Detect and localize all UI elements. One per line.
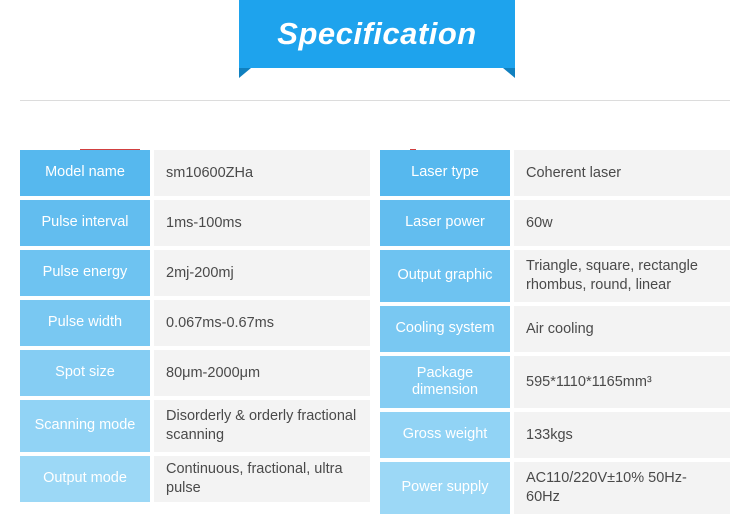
- spec-label: Laser type: [380, 150, 510, 196]
- spec-value: sm10600ZHa: [154, 150, 370, 196]
- table-row: Power supply AC110/220V±10% 50Hz-60Hz: [380, 462, 730, 514]
- spec-table-left: Model name sm10600ZHa Pulse interval 1ms…: [20, 150, 370, 514]
- spec-value: Air cooling: [514, 306, 730, 352]
- spec-value: Triangle, square, rectangle rhombus, rou…: [514, 250, 730, 302]
- spec-label: Output graphic: [380, 250, 510, 302]
- spec-label: Output mode: [20, 456, 150, 502]
- spec-label: Power supply: [380, 462, 510, 514]
- spec-label: Package dimension: [380, 356, 510, 408]
- spec-value: 2mj-200mj: [154, 250, 370, 296]
- table-row: Spot size 80μm-2000μm: [20, 350, 370, 396]
- table-row: Pulse energy 2mj-200mj: [20, 250, 370, 296]
- spec-label: Laser power: [380, 200, 510, 246]
- spec-tables: Model name sm10600ZHa Pulse interval 1ms…: [20, 150, 730, 514]
- spec-value: 80μm-2000μm: [154, 350, 370, 396]
- table-row: Laser power 60w: [380, 200, 730, 246]
- table-row: Scanning mode Disorderly & orderly fract…: [20, 400, 370, 452]
- table-row: Pulse interval 1ms-100ms: [20, 200, 370, 246]
- spec-label: Gross weight: [380, 412, 510, 458]
- spec-value: Coherent laser: [514, 150, 730, 196]
- spec-value: Disorderly & orderly fractional scanning: [154, 400, 370, 452]
- table-row: Pulse width 0.067ms-0.67ms: [20, 300, 370, 346]
- spec-value: 595*1110*1165mm³: [514, 356, 730, 408]
- table-row: Cooling system Air cooling: [380, 306, 730, 352]
- table-row: Package dimension 595*1110*1165mm³: [380, 356, 730, 408]
- table-row: Output mode Continuous, fractional, ultr…: [20, 456, 370, 502]
- spec-value: 1ms-100ms: [154, 200, 370, 246]
- spec-label: Cooling system: [380, 306, 510, 352]
- spec-value: AC110/220V±10% 50Hz-60Hz: [514, 462, 730, 514]
- spec-value: 0.067ms-0.67ms: [154, 300, 370, 346]
- table-row: Output graphic Triangle, square, rectang…: [380, 250, 730, 302]
- table-row: Model name sm10600ZHa: [20, 150, 370, 196]
- spec-label: Pulse energy: [20, 250, 150, 296]
- title-text: Specification: [277, 16, 476, 52]
- spec-label: Pulse interval: [20, 200, 150, 246]
- spec-value: Continuous, fractional, ultra pulse: [154, 456, 370, 502]
- spec-label: Model name: [20, 150, 150, 196]
- title-tab: Specification: [239, 0, 515, 68]
- spec-label: Spot size: [20, 350, 150, 396]
- table-row: Laser type Coherent laser: [380, 150, 730, 196]
- table-row: Gross weight 133kgs: [380, 412, 730, 458]
- spec-label: Pulse width: [20, 300, 150, 346]
- spec-table-right: Laser type Coherent laser Laser power 60…: [380, 150, 730, 514]
- spec-label: Scanning mode: [20, 400, 150, 452]
- divider-line: [20, 100, 730, 101]
- spec-value: 60w: [514, 200, 730, 246]
- spec-value: 133kgs: [514, 412, 730, 458]
